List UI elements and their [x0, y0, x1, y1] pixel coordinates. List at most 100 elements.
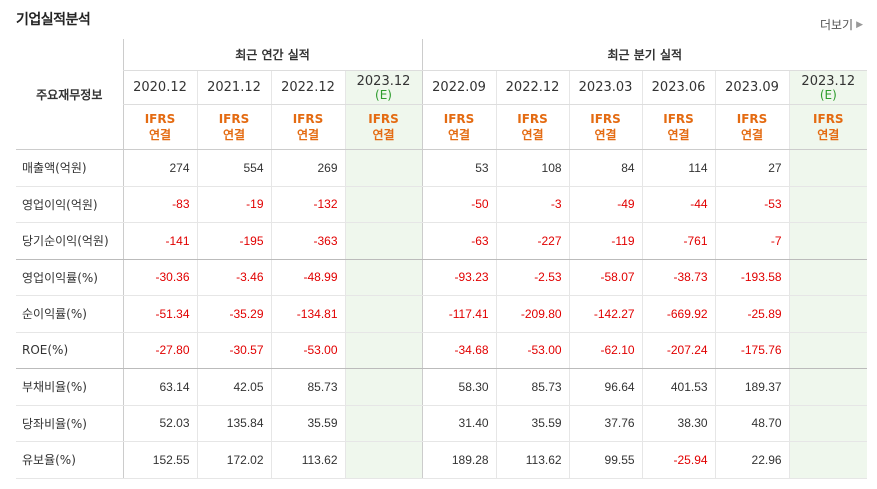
more-link[interactable]: 더보기 ▶ [820, 16, 863, 33]
annual-value-cell: 269 [270, 149, 345, 187]
ifrs-badge: IFRS 연결 [196, 104, 271, 150]
quarter-value-cell: 84 [568, 149, 643, 187]
quarter-value-cell: 58.30 [421, 368, 497, 406]
annual-value-cell: 85.73 [270, 368, 345, 406]
quarter-value-cell: -669.92 [641, 295, 716, 333]
annual-value-cell: -3.46 [196, 259, 271, 296]
annual-value-cell: -48.99 [270, 259, 345, 296]
annual-value-cell: -141 [122, 222, 197, 260]
row-label: 매출액(억원) [16, 149, 123, 187]
row-label: 영업이익률(%) [16, 259, 123, 296]
quarter-value-cell: 48.70 [714, 405, 790, 442]
annual-value-cell: -363 [270, 222, 345, 260]
ifrs-badge: IFRS 연결 [568, 104, 643, 150]
quarter-value-cell: -119 [568, 222, 643, 260]
quarter-value-cell: 96.64 [568, 368, 643, 406]
quarter-period-header: 2022.12 [495, 70, 570, 105]
annual-value-cell: -195 [196, 222, 271, 260]
ifrs-badge: IFRS 연결 [788, 104, 868, 150]
quarter-value-cell: 53 [421, 149, 497, 187]
ifrs-badge: IFRS 연결 [122, 104, 197, 150]
annual-value-cell: -134.81 [270, 295, 345, 333]
quarter-value-cell [788, 332, 868, 369]
table-row: 당기순이익(억원) -141 -195 -363 -63 -227 -119 -761 -7 [16, 222, 868, 260]
quarter-value-cell: -62.10 [568, 332, 643, 369]
table-row: 유보율(%) 152.55 172.02 113.62 189.28 113.62 99.5… [16, 441, 868, 479]
quarter-period-header: 2023.09 [714, 70, 790, 105]
ifrs-badge: IFRS 연결 [270, 104, 345, 150]
quarter-value-cell: -63 [421, 222, 497, 260]
row-label: 당기순이익(억원) [16, 222, 123, 260]
annual-value-cell: -132 [270, 186, 345, 223]
annual-value-cell: -53.00 [270, 332, 345, 369]
quarter-value-cell: -25.89 [714, 295, 790, 333]
annual-value-cell: 63.14 [122, 368, 197, 406]
quarter-value-cell [788, 222, 868, 260]
quarter-value-cell: -227 [495, 222, 570, 260]
quarter-value-cell: 113.62 [495, 441, 570, 479]
annual-value-cell: -51.34 [122, 295, 197, 333]
quarter-value-cell: 38.30 [641, 405, 716, 442]
annual-value-cell [344, 368, 423, 406]
quarter-value-cell: 401.53 [641, 368, 716, 406]
quarter-value-cell: -38.73 [641, 259, 716, 296]
annual-group-header: 최근 연간 실적 [122, 39, 423, 71]
annual-period-header: 2020.12 [122, 70, 197, 105]
annual-value-cell [344, 186, 423, 223]
annual-value-cell: -27.80 [122, 332, 197, 369]
quarter-value-cell: 108 [495, 149, 570, 187]
table-row: 부채비율(%) 63.14 42.05 85.73 58.30 85.73 96.64 401… [16, 368, 868, 406]
more-label: 더보기 [819, 18, 854, 32]
quarter-value-cell: -93.23 [421, 259, 497, 296]
annual-value-cell [344, 405, 423, 442]
annual-value-cell [344, 441, 423, 479]
chevron-right-icon: ▶ [856, 19, 863, 30]
annual-value-cell: -30.57 [196, 332, 271, 369]
quarter-value-cell: 189.37 [714, 368, 790, 406]
quarter-value-cell: 114 [641, 149, 716, 187]
annual-value-cell: 42.05 [196, 368, 271, 406]
quarter-value-cell: 85.73 [495, 368, 570, 406]
annual-value-cell: 554 [196, 149, 271, 187]
quarter-value-cell: -7 [714, 222, 790, 260]
quarter-value-cell: 99.55 [568, 441, 643, 479]
quarter-period-header: 2023.06 [641, 70, 716, 105]
quarter-value-cell [788, 186, 868, 223]
quarter-value-cell: -25.94 [641, 441, 716, 479]
quarter-value-cell [788, 259, 868, 296]
annual-period-header: 2023.12 (E) [344, 70, 423, 105]
quarter-value-cell: -761 [641, 222, 716, 260]
annual-value-cell: 172.02 [196, 441, 271, 479]
quarter-value-cell: 37.76 [568, 405, 643, 442]
quarter-value-cell [788, 149, 868, 187]
quarter-value-cell: -2.53 [495, 259, 570, 296]
quarter-value-cell [788, 295, 868, 333]
annual-value-cell [344, 332, 423, 369]
quarter-value-cell: -117.41 [421, 295, 497, 333]
annual-value-cell: 52.03 [122, 405, 197, 442]
row-label: 유보율(%) [16, 441, 123, 479]
financial-summary-table: 주요재무정보 최근 연간 실적 최근 분기 실적 2020.12 2021.12 2022… [16, 39, 868, 479]
annual-value-cell: -30.36 [122, 259, 197, 296]
quarter-value-cell: -34.68 [421, 332, 497, 369]
quarter-value-cell: -50 [421, 186, 497, 223]
quarter-value-cell: 22.96 [714, 441, 790, 479]
annual-value-cell: 113.62 [270, 441, 345, 479]
quarter-value-cell: -142.27 [568, 295, 643, 333]
ifrs-badge: IFRS 연결 [495, 104, 570, 150]
quarter-period-header: 2023.03 [568, 70, 643, 105]
quarter-value-cell: -58.07 [568, 259, 643, 296]
ifrs-badge: IFRS 연결 [641, 104, 716, 150]
row-label: 순이익률(%) [16, 295, 123, 333]
table-row: 영업이익(억원) -83 -19 -132 -50 -3 -49 -44 -53 [16, 186, 868, 223]
estimate-mark: (E) [819, 87, 837, 102]
ifrs-badge: IFRS 연결 [344, 104, 423, 150]
annual-period-header: 2022.12 [270, 70, 345, 105]
quarter-value-cell: 31.40 [421, 405, 497, 442]
quarter-value-cell [788, 368, 868, 406]
quarter-period-header: 2022.09 [421, 70, 497, 105]
quarter-period-header: 2023.12 (E) [788, 70, 868, 105]
quarter-value-cell: -175.76 [714, 332, 790, 369]
row-label: ROE(%) [16, 332, 123, 369]
quarter-value-cell: 27 [714, 149, 790, 187]
